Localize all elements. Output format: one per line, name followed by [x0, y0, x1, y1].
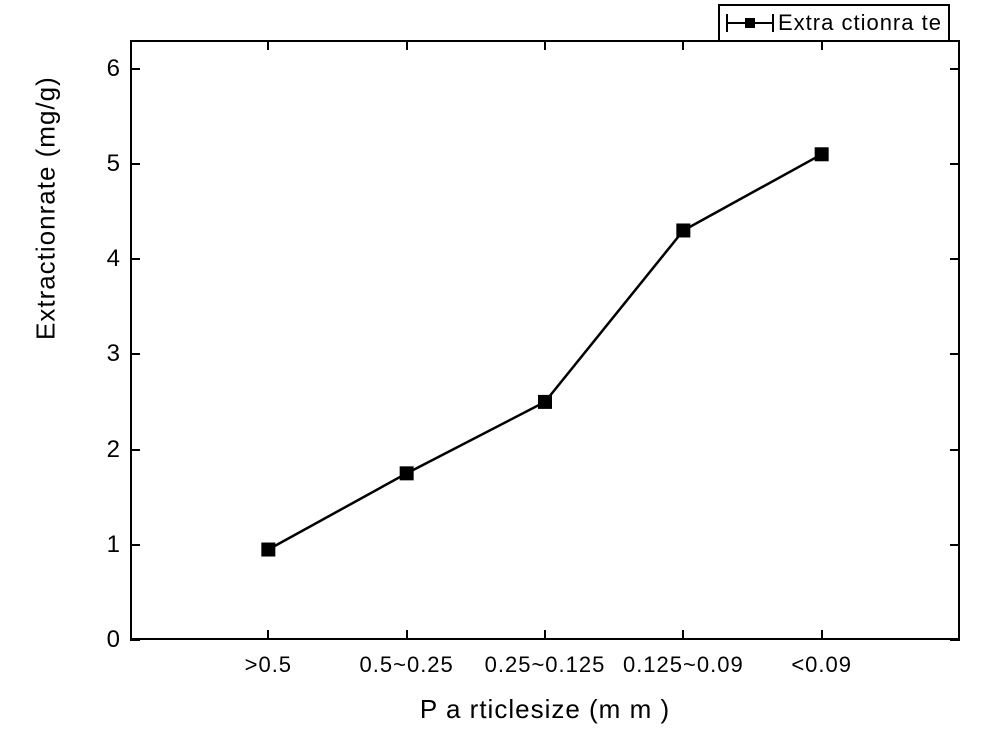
plot-area	[130, 40, 960, 640]
x-tick	[682, 40, 684, 50]
x-tick-label: <0.09	[791, 652, 852, 678]
y-tick-label: 6	[80, 55, 120, 83]
x-tick	[544, 630, 546, 640]
legend: Extra ctionra te	[718, 4, 950, 42]
y-tick-label: 2	[80, 436, 120, 464]
y-tick	[130, 544, 140, 546]
x-axis-label: P a rticlesize (m m )	[420, 694, 670, 725]
y-tick-label: 3	[80, 340, 120, 368]
y-tick-label: 1	[80, 531, 120, 559]
y-tick	[950, 258, 960, 260]
y-tick	[950, 449, 960, 451]
x-tick-label: >0.5	[245, 652, 292, 678]
x-tick	[406, 40, 408, 50]
chart-container: Extractionrate (mg/g) P a rticlesize (m …	[0, 0, 1000, 742]
legend-symbol	[726, 14, 774, 32]
y-tick-label: 4	[80, 245, 120, 273]
x-tick	[544, 40, 546, 50]
legend-label: Extra ctionra te	[778, 10, 942, 36]
x-tick	[406, 630, 408, 640]
y-tick-label: 0	[80, 626, 120, 654]
y-tick	[130, 258, 140, 260]
y-tick	[950, 544, 960, 546]
x-tick-label: 0.125~0.09	[623, 652, 744, 678]
x-tick-label: 0.5~0.25	[360, 652, 454, 678]
y-tick	[950, 639, 960, 641]
x-tick	[267, 630, 269, 640]
y-tick	[130, 163, 140, 165]
y-tick	[950, 353, 960, 355]
x-tick	[821, 630, 823, 640]
y-tick-label: 5	[80, 150, 120, 178]
x-tick	[821, 40, 823, 50]
y-tick	[950, 68, 960, 70]
legend-marker-icon	[745, 18, 755, 28]
y-tick	[130, 449, 140, 451]
x-tick	[682, 630, 684, 640]
x-tick	[267, 40, 269, 50]
x-tick-label: 0.25~0.125	[485, 652, 606, 678]
y-tick	[130, 353, 140, 355]
y-tick	[130, 639, 140, 641]
y-tick	[950, 163, 960, 165]
y-tick	[130, 68, 140, 70]
